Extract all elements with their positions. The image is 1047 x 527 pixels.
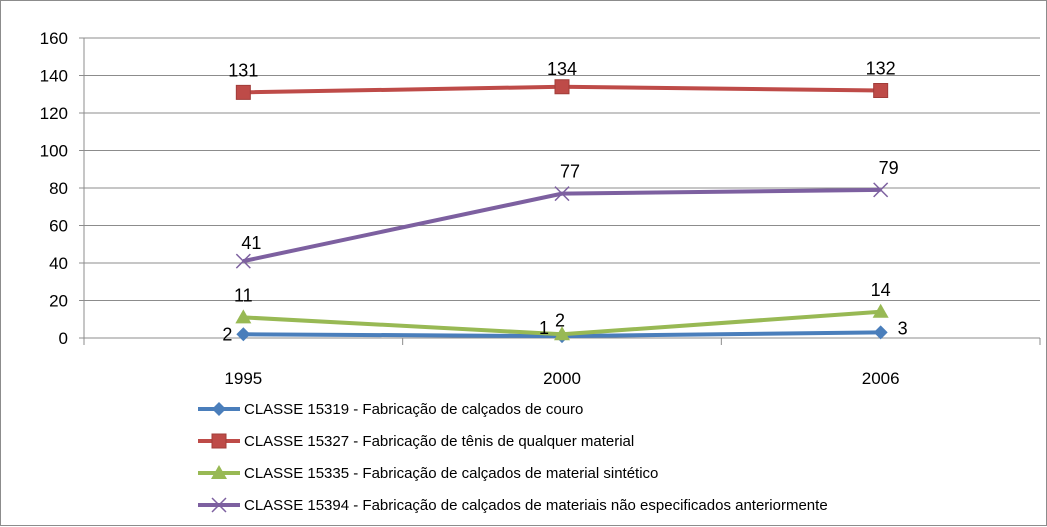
y-tick-label-40: 40 bbox=[49, 254, 68, 273]
series-4-point-2006-stroke-b bbox=[873, 182, 889, 198]
series-4-label-2006: 79 bbox=[879, 158, 899, 178]
legend: CLASSE 15319 - Fabricação de calçados de… bbox=[198, 401, 828, 514]
series-4-point-2000-stroke-b bbox=[554, 186, 570, 202]
series-3-label-1995: 11 bbox=[234, 285, 253, 305]
legend-entry-2: CLASSE 15327 - Fabricação de tênis de qu… bbox=[198, 433, 634, 450]
series-4-point-2006 bbox=[873, 182, 889, 198]
series-4-point-1995-stroke-b bbox=[235, 253, 251, 269]
series-1-point-1995 bbox=[236, 327, 251, 342]
legend-label-3: CLASSE 15335 - Fabricação de calçados de… bbox=[244, 465, 658, 482]
y-tick-label-60: 60 bbox=[49, 217, 68, 236]
y-tick-label-100: 100 bbox=[40, 142, 68, 161]
legend-marker-4 bbox=[211, 497, 227, 513]
series-3-point-2006 bbox=[872, 303, 889, 318]
x-tick-label-2006: 2006 bbox=[862, 369, 900, 388]
series-2-point-2000 bbox=[554, 79, 570, 95]
series-2-point-2006 bbox=[873, 83, 889, 98]
series-3-point-2000 bbox=[554, 326, 570, 341]
series-3-label-2006: 14 bbox=[871, 280, 891, 300]
legend-label-2: CLASSE 15327 - Fabricação de tênis de qu… bbox=[244, 433, 634, 450]
series-1-label-2006: 3 bbox=[898, 318, 908, 338]
series-2-label-1995: 131 bbox=[228, 60, 258, 80]
series-1-label-2000: 1 bbox=[539, 318, 549, 338]
y-tick-label-80: 80 bbox=[49, 179, 68, 198]
series-4-label-2000: 77 bbox=[560, 162, 580, 182]
legend-entry-1: CLASSE 15319 - Fabricação de calçados de… bbox=[198, 401, 583, 418]
series-2-label-2000: 134 bbox=[547, 59, 577, 79]
gridlines bbox=[84, 37, 1040, 301]
series-1-label-1995: 2 bbox=[222, 324, 232, 344]
y-tick-label-120: 120 bbox=[40, 104, 68, 123]
legend-marker-1 bbox=[212, 402, 226, 416]
y-tick-label-140: 140 bbox=[40, 67, 68, 86]
legend-marker-2 bbox=[211, 433, 227, 449]
legend-marker-4-stroke-b bbox=[211, 497, 227, 513]
legend-entry-4: CLASSE 15394 - Fabricação de calçados de… bbox=[198, 497, 828, 514]
y-tick-label-160: 160 bbox=[40, 29, 68, 48]
x-tick-label-2000: 2000 bbox=[543, 369, 581, 388]
series-4-point-2000 bbox=[554, 186, 570, 202]
y-tick-label-0: 0 bbox=[59, 329, 68, 348]
series-3-point-1995 bbox=[235, 309, 252, 324]
legend-entry-3: CLASSE 15335 - Fabricação de calçados de… bbox=[198, 465, 658, 482]
x-tick-label-1995: 1995 bbox=[224, 369, 262, 388]
series-2-label-2006: 132 bbox=[866, 59, 896, 79]
series-2-point-1995 bbox=[235, 84, 251, 100]
series-3-label-2000: 2 bbox=[555, 310, 565, 330]
series-1-point-2006 bbox=[873, 325, 888, 340]
legend-marker-3 bbox=[211, 465, 227, 479]
series-4-point-1995 bbox=[235, 253, 251, 269]
y-tick-label-20: 20 bbox=[49, 292, 68, 311]
legend-label-4: CLASSE 15394 - Fabricação de calçados de… bbox=[244, 497, 828, 514]
legend-label-1: CLASSE 15319 - Fabricação de calçados de… bbox=[244, 401, 583, 418]
series-layer bbox=[235, 79, 889, 344]
series-4-label-1995: 41 bbox=[241, 233, 261, 253]
